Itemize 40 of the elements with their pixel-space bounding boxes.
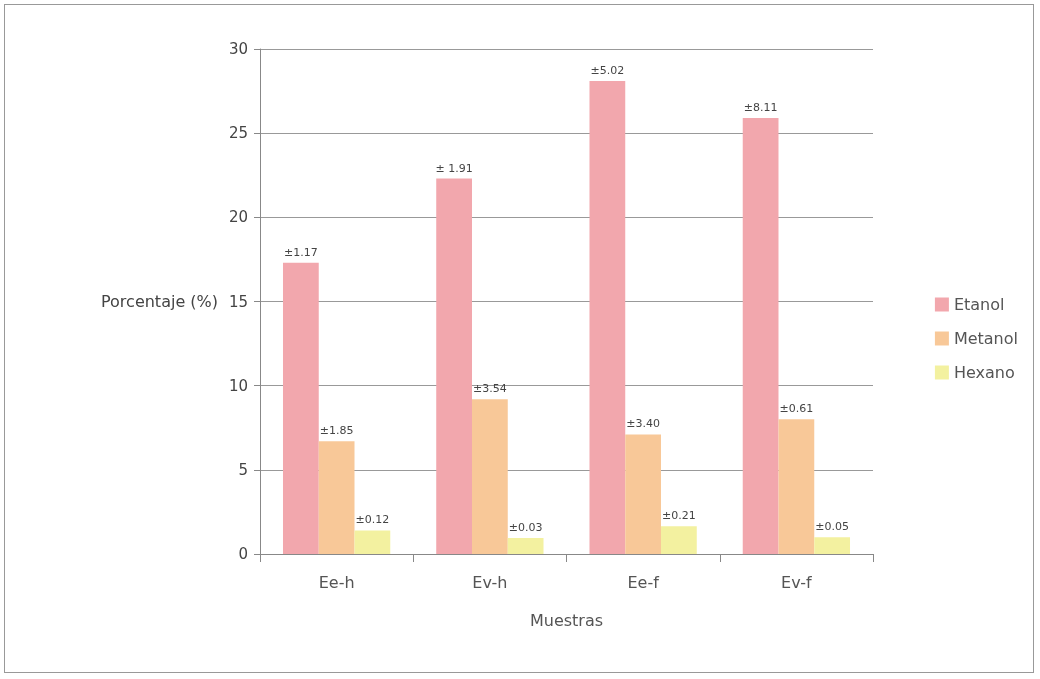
- bar: [661, 526, 697, 554]
- y-tick-label: 30: [228, 40, 248, 58]
- y-tick-label: 10: [228, 376, 248, 395]
- bar: [354, 530, 391, 554]
- bar: [625, 434, 661, 554]
- bar: [778, 419, 815, 554]
- bar: [814, 537, 851, 554]
- annotation: ±3.40: [626, 417, 660, 431]
- bar: [436, 178, 472, 554]
- x-tick-label: Ev-h: [472, 572, 508, 592]
- annotation: ± 1.91: [435, 161, 473, 175]
- bar: [318, 441, 355, 554]
- x-tick-label: Ee-f: [627, 572, 660, 592]
- bar: [472, 399, 508, 554]
- x-axis-title: Muestras: [529, 610, 604, 630]
- y-tick-label: 20: [228, 208, 248, 227]
- y-tick-label: 25: [228, 124, 248, 143]
- annotation: ±5.02: [590, 63, 625, 77]
- legend-label: Etanol: [953, 295, 1005, 314]
- annotation: ±0.61: [779, 402, 814, 416]
- bar: [742, 118, 779, 554]
- annotation: ±3.54: [473, 382, 507, 396]
- y-axis-title: Porcentaje (%): [100, 292, 218, 311]
- bar: [282, 262, 319, 554]
- annotation: ±0.21: [662, 509, 696, 523]
- legend-label: Hexano: [953, 363, 1015, 382]
- y-tick-label: 5: [238, 460, 248, 479]
- annotation: ±1.85: [319, 424, 354, 438]
- bar: [507, 538, 544, 554]
- x-tick-label: Ev-f: [781, 572, 813, 592]
- bar: [589, 80, 626, 554]
- annotation: ±0.03: [508, 521, 543, 535]
- annotation: ±8.11: [743, 101, 778, 115]
- y-tick-label: 0: [238, 545, 248, 563]
- annotation: ±0.05: [815, 520, 849, 534]
- annotation: ±0.12: [355, 513, 390, 527]
- legend-label: Metanol: [953, 329, 1019, 348]
- x-tick-label: Ee-h: [318, 572, 355, 592]
- y-tick-label: 15: [228, 292, 248, 311]
- annotation: ±1.17: [284, 245, 318, 259]
